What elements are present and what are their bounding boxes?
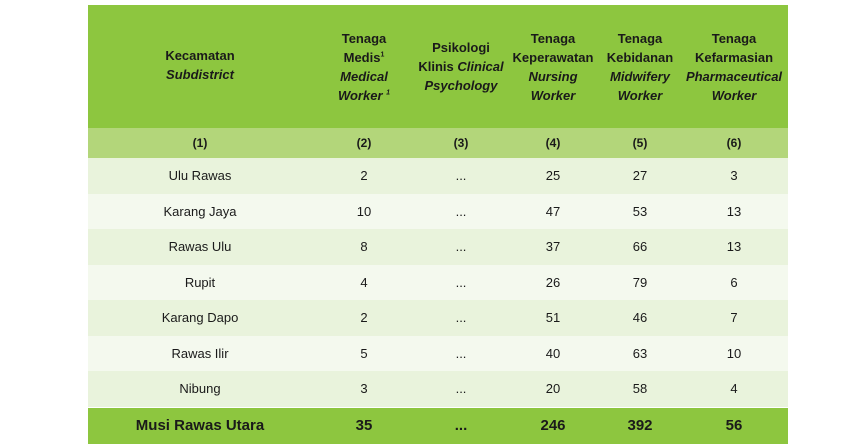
header-psikologi-klinis-word: Klinis [418,59,454,74]
header-kefarmasian-en2: Worker [711,87,757,103]
cell-kecamatan: Rawas Ulu [168,239,232,255]
cell-psikologi: ... [455,239,467,255]
col-number-5: (5) [632,136,648,150]
header-keperawatan-en: Nursing Worker [528,68,578,103]
cell-kebidanan: 27 [632,168,648,184]
column-number-row: (1) (2) (3) (4) (5) (6) [88,128,788,158]
table-row: Nibung 3 ... 20 58 4 [88,371,788,407]
header-keperawatan-line1: Tenaga [530,30,576,46]
cell-kecamatan: Nibung [179,381,221,397]
total-keperawatan: 246 [540,417,566,434]
total-medis: 35 [355,417,373,434]
table-row: Karang Jaya 10 ... 47 53 13 [88,193,788,229]
cell-kebidanan: 66 [632,239,648,255]
cell-medis: 2 [360,168,368,184]
header-medis-line1: Tenaga [341,30,387,46]
header-medis-sup: 1 [380,51,385,59]
table-row: Karang Dapo 2 ... 51 46 7 [88,300,788,336]
header-tenaga-kefarmasian: Tenaga Kefarmasian Pharmaceutical Worker [680,5,788,128]
cell-keperawatan: 47 [545,203,561,219]
cell-keperawatan: 51 [545,310,561,326]
cell-kefarmasian: 6 [730,274,738,290]
header-kefarmasian-line2: Kefarmasian [694,49,774,65]
cell-kebidanan: 63 [632,345,648,361]
header-medis-word: Medis [343,49,381,65]
cell-kefarmasian: 10 [726,345,742,361]
total-kefarmasian: 56 [725,417,743,434]
cell-keperawatan: 40 [545,345,561,361]
cell-kecamatan: Ulu Rawas [168,168,232,184]
header-medis-en2: Worker 1 [338,86,390,105]
cell-psikologi: ... [455,274,467,290]
header-kefarmasian-line1: Tenaga [711,30,757,46]
header-kebidanan-en2: Worker [617,87,663,103]
header-psikologi-line2: Klinis Clinical [418,57,503,76]
cell-psikologi: ... [455,345,467,361]
header-tenaga-keperawatan: Tenaga Keperawatan Nursing Worker [506,5,600,128]
cell-psikologi: ... [455,310,467,326]
cell-kecamatan: Karang Dapo [161,310,239,326]
cell-kefarmasian: 4 [730,381,738,397]
total-kebidanan: 392 [627,417,653,434]
total-row: Musi Rawas Utara 35 ... 246 392 56 [88,407,788,444]
header-kebidanan-line1: Tenaga [617,30,663,46]
cell-medis: 10 [356,203,372,219]
cell-medis: 4 [360,274,368,290]
cell-medis: 5 [360,345,368,361]
header-kebidanan-line2: Kebidanan [606,49,674,65]
cell-kefarmasian: 7 [730,310,738,326]
table-row: Rawas Ilir 5 ... 40 63 10 [88,335,788,371]
header-kebidanan-en1: Midwifery [610,68,670,84]
cell-kebidanan: 79 [632,274,648,290]
header-psikologi-line1: Psikologi [432,40,490,55]
cell-medis: 2 [360,310,368,326]
table-header-row: Kecamatan Subdistrict Tenaga Medis1 Medi… [88,5,788,128]
header-medis-en2-word: Worker [337,87,383,103]
header-subdistrict-label: Subdistrict [166,66,234,82]
table-row: Rawas Ulu 8 ... 37 66 13 [88,229,788,265]
cell-medis: 8 [360,239,368,255]
cell-kefarmasian: 3 [730,168,738,184]
col-number-2: (2) [356,136,372,150]
cell-kebidanan: 53 [632,203,648,219]
cell-kecamatan: Karang Jaya [163,203,237,219]
header-kecamatan-label: Kecamatan [165,47,235,63]
cell-kecamatan: Rawas Ilir [171,345,229,361]
cell-psikologi: ... [455,381,467,397]
cell-kebidanan: 46 [632,310,648,326]
cell-kefarmasian: 13 [726,203,742,219]
cell-kecamatan: Rupit [184,274,216,290]
col-number-4: (4) [545,136,561,150]
cell-keperawatan: 20 [545,381,561,397]
header-psikologi-psychology: Psychology [424,78,498,93]
total-psikologi: ... [454,417,468,434]
cell-keperawatan: 25 [545,168,561,184]
cell-kefarmasian: 13 [726,239,742,255]
header-medis-line2: Medis1 [344,48,385,67]
col-number-3: (3) [453,136,469,150]
header-psikologi-klinis: Psikologi Klinis Clinical Psychology [416,5,506,128]
header-tenaga-medis: Tenaga Medis1 Medical Worker 1 [312,5,416,128]
header-psikologi-clinical: Clinical [457,59,504,74]
header-kefarmasian-en1: Pharmaceutical [685,68,783,84]
cell-keperawatan: 37 [545,239,561,255]
header-tenaga-kebidanan: Tenaga Kebidanan Midwifery Worker [600,5,680,128]
health-workers-table: Kecamatan Subdistrict Tenaga Medis1 Medi… [88,5,788,444]
total-kabupaten: Musi Rawas Utara [135,417,265,434]
table-row: Rupit 4 ... 26 79 6 [88,264,788,300]
cell-psikologi: ... [455,203,467,219]
cell-kebidanan: 58 [632,381,648,397]
header-keperawatan-line2: Keperawatan [512,49,594,65]
cell-psikologi: ... [455,168,467,184]
header-medis-en1: Medical [340,68,388,84]
col-number-1: (1) [192,136,208,150]
table-row: Ulu Rawas 2 ... 25 27 3 [88,158,788,194]
cell-medis: 3 [360,381,368,397]
header-kecamatan: Kecamatan Subdistrict [88,5,312,128]
cell-keperawatan: 26 [545,274,561,290]
col-number-6: (6) [726,136,742,150]
header-medis-en-sup: 1 [386,89,391,97]
